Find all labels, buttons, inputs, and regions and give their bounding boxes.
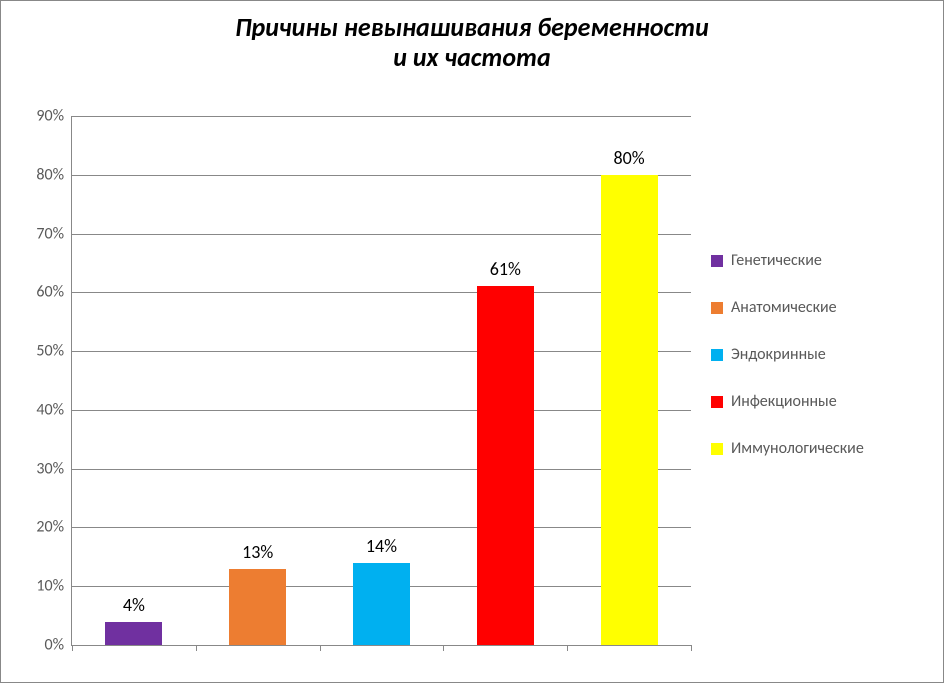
gridline <box>72 351 691 352</box>
legend-swatch <box>711 396 723 408</box>
chart-title-line2: и их частота <box>1 43 943 73</box>
legend-item: Генетические <box>711 251 931 270</box>
gridline <box>72 116 691 117</box>
bar: 13% <box>229 569 286 645</box>
legend-label: Иммунологические <box>731 439 864 458</box>
x-tick <box>691 645 692 651</box>
y-tick-label: 80% <box>36 165 72 184</box>
gridline <box>72 175 691 176</box>
gridline <box>72 527 691 528</box>
legend-swatch <box>711 349 723 361</box>
legend-item: Инфекционные <box>711 392 931 411</box>
y-tick-label: 50% <box>36 342 72 361</box>
bar: 14% <box>353 563 410 645</box>
bar-value-label: 80% <box>614 147 645 175</box>
y-tick-label: 20% <box>36 518 72 537</box>
x-tick <box>196 645 197 651</box>
bar: 80% <box>601 175 658 645</box>
chart-title-line1: Причины невынашивания беременности <box>1 13 943 43</box>
legend-label: Инфекционные <box>731 392 837 411</box>
bar: 61% <box>477 286 534 645</box>
y-tick-label: 40% <box>36 400 72 419</box>
legend-item: Анатомические <box>711 298 931 317</box>
legend-label: Генетические <box>731 251 822 270</box>
legend-item: Иммунологические <box>711 439 931 458</box>
y-tick-label: 0% <box>44 636 72 655</box>
y-tick-label: 30% <box>36 459 72 478</box>
y-tick-label: 60% <box>36 283 72 302</box>
bar: 4% <box>105 622 162 646</box>
plot-area: 0%10%20%30%40%50%60%70%80%90%4%13%14%61%… <box>71 116 691 646</box>
chart-title: Причины невынашивания беременности и их … <box>1 13 943 73</box>
bar-value-label: 13% <box>242 541 273 569</box>
y-tick-label: 90% <box>36 107 72 126</box>
legend-swatch <box>711 443 723 455</box>
x-tick <box>72 645 73 651</box>
legend-label: Анатомические <box>731 298 837 317</box>
legend: Генетические Анатомические Эндокринные Инфе… <box>711 251 931 486</box>
gridline <box>72 234 691 235</box>
x-tick <box>443 645 444 651</box>
plot-wrapper: 0%10%20%30%40%50%60%70%80%90%4%13%14%61%… <box>71 116 691 646</box>
y-tick-label: 10% <box>36 577 72 596</box>
y-tick-label: 70% <box>36 224 72 243</box>
chart-container: Причины невынашивания беременности и их … <box>0 0 944 683</box>
bar-value-label: 4% <box>123 594 145 622</box>
gridline <box>72 410 691 411</box>
x-tick <box>567 645 568 651</box>
legend-item: Эндокринные <box>711 345 931 364</box>
gridline <box>72 292 691 293</box>
legend-swatch <box>711 302 723 314</box>
bar-value-label: 14% <box>366 535 397 563</box>
gridline <box>72 469 691 470</box>
legend-label: Эндокринные <box>731 345 826 364</box>
x-tick <box>320 645 321 651</box>
legend-swatch <box>711 255 723 267</box>
bar-value-label: 61% <box>490 258 521 286</box>
